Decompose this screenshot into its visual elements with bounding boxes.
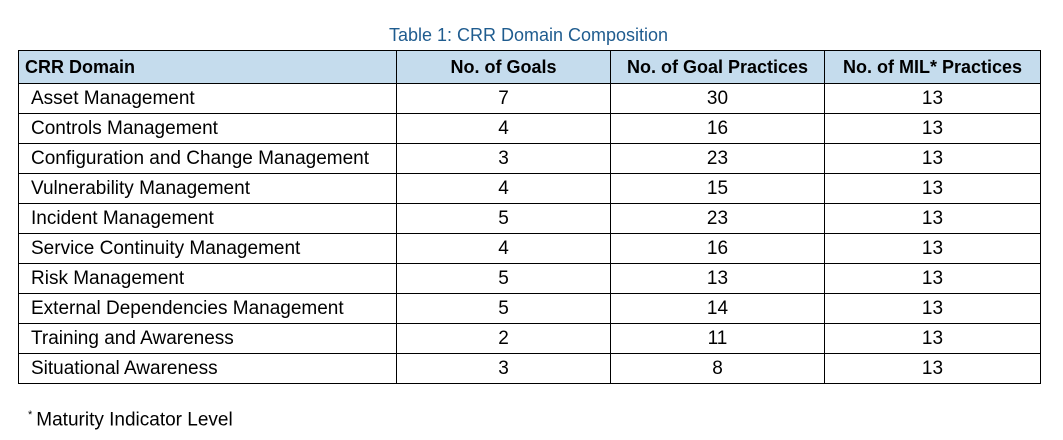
count-cell: 14 [610,293,825,324]
count-cell: 16 [610,233,825,264]
header-cell: No. of MIL* Practices [824,50,1041,84]
table-row: Configuration and Change Management 3 23 13 [18,143,1041,174]
count-cell: 3 [396,143,611,174]
table-row: Situational Awareness 3 8 13 [18,353,1041,384]
count-cell: 13 [824,233,1041,264]
table-row: Asset Management 7 30 13 [18,83,1041,114]
header-cell: No. of Goals [396,50,611,84]
count-cell: 13 [824,173,1041,204]
count-cell: 23 [610,143,825,174]
domain-cell: External Dependencies Management [18,293,397,324]
footnote-marker: * [28,409,33,421]
count-cell: 4 [396,113,611,144]
count-cell: 13 [824,323,1041,354]
domain-cell: Asset Management [18,83,397,114]
domain-table: CRR Domain No. of Goals No. of Goal Practi… [18,50,1041,384]
count-cell: 8 [610,353,825,384]
count-cell: 4 [396,233,611,264]
header-cell: CRR Domain [18,50,397,84]
count-cell: 13 [824,353,1041,384]
count-cell: 5 [396,293,611,324]
count-cell: 7 [396,83,611,114]
count-cell: 13 [610,263,825,294]
header-row: CRR Domain No. of Goals No. of Goal Practi… [18,50,1041,84]
count-cell: 23 [610,203,825,234]
count-cell: 13 [824,263,1041,294]
table-row: Service Continuity Management 4 16 13 [18,233,1041,264]
table-row: Incident Management 5 23 13 [18,203,1041,234]
header-cell: No. of Goal Practices [610,50,825,84]
count-cell: 5 [396,263,611,294]
domain-cell: Training and Awareness [18,323,397,354]
footnote-text: Maturity Indicator Level [36,409,233,431]
domain-cell: Configuration and Change Management [18,143,397,174]
domain-cell: Vulnerability Management [18,173,397,204]
table-body: Asset Management 7 30 13 Controls Management… [18,83,1041,384]
domain-cell: Risk Management [18,263,397,294]
domain-cell: Controls Management [18,113,397,144]
count-cell: 2 [396,323,611,354]
domain-cell: Incident Management [18,203,397,234]
count-cell: 5 [396,203,611,234]
count-cell: 13 [824,113,1041,144]
table-row: Vulnerability Management 4 15 13 [18,173,1041,204]
count-cell: 11 [610,323,825,354]
count-cell: 13 [824,203,1041,234]
table-row: Controls Management 4 16 13 [18,113,1041,144]
footnote: * Maturity Indicator Level [28,409,233,431]
table-row: External Dependencies Management 5 14 13 [18,293,1041,324]
count-cell: 16 [610,113,825,144]
count-cell: 13 [824,293,1041,324]
count-cell: 13 [824,83,1041,114]
table-caption: Table 1: CRR Domain Composition [388,25,669,45]
count-cell: 15 [610,173,825,204]
count-cell: 3 [396,353,611,384]
count-cell: 13 [824,143,1041,174]
count-cell: 30 [610,83,825,114]
domain-cell: Situational Awareness [18,353,397,384]
table-row: Training and Awareness 2 11 13 [18,323,1041,354]
count-cell: 4 [396,173,611,204]
domain-cell: Service Continuity Management [18,233,397,264]
table-row: Risk Management 5 13 13 [18,263,1041,294]
